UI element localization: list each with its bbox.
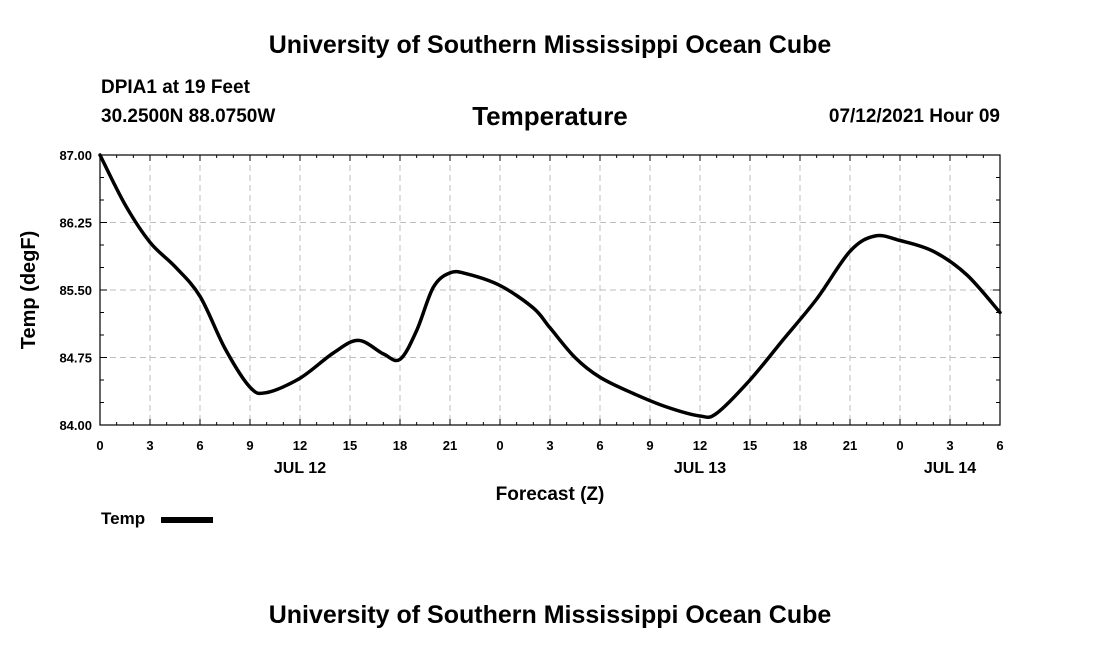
legend-label: Temp (101, 509, 146, 528)
temp-data-point (399, 358, 402, 361)
temp-data-point (299, 377, 302, 380)
y-tick-label: 85.50 (59, 283, 92, 298)
temp-data-point (332, 352, 335, 355)
temp-data-point (815, 298, 818, 301)
temp-data-point (357, 339, 360, 342)
temp-data-point (665, 406, 668, 409)
x-tick-label: 3 (546, 438, 553, 453)
temp-data-point (532, 307, 535, 310)
plot-title: Temperature (472, 101, 628, 131)
temp-data-point (549, 326, 552, 329)
temp-data-point (432, 286, 435, 289)
temp-data-point (699, 415, 702, 418)
station-coordinates: 30.2500N 88.0750W (101, 106, 276, 127)
x-tick-label: 6 (196, 438, 203, 453)
temp-series-line (98, 153, 1002, 420)
date-label: JUL 14 (924, 460, 976, 477)
temp-data-point (449, 271, 452, 274)
temp-data-point (999, 311, 1002, 314)
x-tick-label: 0 (896, 438, 903, 453)
temp-data-point (632, 392, 635, 395)
x-tick-label: 18 (793, 438, 807, 453)
grid-lines (100, 155, 1000, 425)
x-tick-label: 9 (246, 438, 253, 453)
temp-data-point (965, 273, 968, 276)
x-tick-label: 12 (293, 438, 307, 453)
temp-data-point (574, 356, 577, 359)
plot-frame (99, 154, 1001, 426)
x-tick-label: 9 (646, 438, 653, 453)
station-label: DPIA1 at 19 Feet (101, 77, 250, 98)
axis-labels: 0 3 6 9 12 15 18 21 0 3 6 9 12 15 18 21 0 3 6 87.00 86.25 85.… (59, 148, 1003, 477)
date-label: JUL 12 (274, 460, 326, 477)
x-axis-label: Forecast (Z) (496, 484, 605, 505)
temp-data-point (124, 203, 127, 206)
x-tick-label: 21 (443, 438, 457, 453)
temp-data-point (99, 154, 102, 157)
temp-data-point (149, 241, 152, 244)
legend-swatch (161, 517, 213, 523)
y-axis-label: Temp (degF) (18, 231, 40, 350)
chart-title-top: University of Southern Mississippi Ocean… (268, 31, 832, 59)
temp-data-point (224, 347, 227, 350)
temp-data-point (199, 295, 202, 298)
date-label: JUL 13 (674, 460, 726, 477)
y-tick-label: 84.75 (59, 351, 92, 366)
temp-data-point (874, 235, 877, 238)
x-tick-label: 0 (496, 438, 503, 453)
x-tick-label: 18 (393, 438, 407, 453)
y-tick-label: 87.00 (59, 148, 92, 163)
x-tick-label: 6 (996, 438, 1003, 453)
temp-data-point (249, 386, 252, 389)
x-tick-label: 3 (946, 438, 953, 453)
x-tick-label: 21 (843, 438, 857, 453)
chart-title-bottom: University of Southern Mississippi Ocean… (268, 601, 832, 629)
temp-data-point (849, 250, 852, 253)
temp-data-point (499, 284, 502, 287)
forecast-datetime: 07/12/2021 Hour 09 (828, 106, 1000, 127)
y-tick-label: 84.00 (59, 418, 92, 433)
temp-data-point (265, 391, 268, 394)
temp-data-point (465, 272, 468, 275)
x-tick-label: 15 (343, 438, 357, 453)
x-tick-label: 12 (693, 438, 707, 453)
x-tick-label: 0 (96, 438, 103, 453)
temp-data-point (749, 379, 752, 382)
x-tick-label: 15 (743, 438, 757, 453)
temp-data-point (715, 412, 718, 415)
temp-data-point (415, 329, 418, 332)
temp-data-point (782, 338, 785, 341)
temp-data-point (382, 352, 385, 355)
temp-data-point (599, 376, 602, 379)
temp-data-point (174, 265, 177, 268)
temp-data-point (932, 250, 935, 253)
temp-data-point (899, 239, 902, 242)
y-tick-label: 86.25 (59, 216, 92, 231)
x-tick-label: 3 (146, 438, 153, 453)
x-tick-label: 6 (596, 438, 603, 453)
